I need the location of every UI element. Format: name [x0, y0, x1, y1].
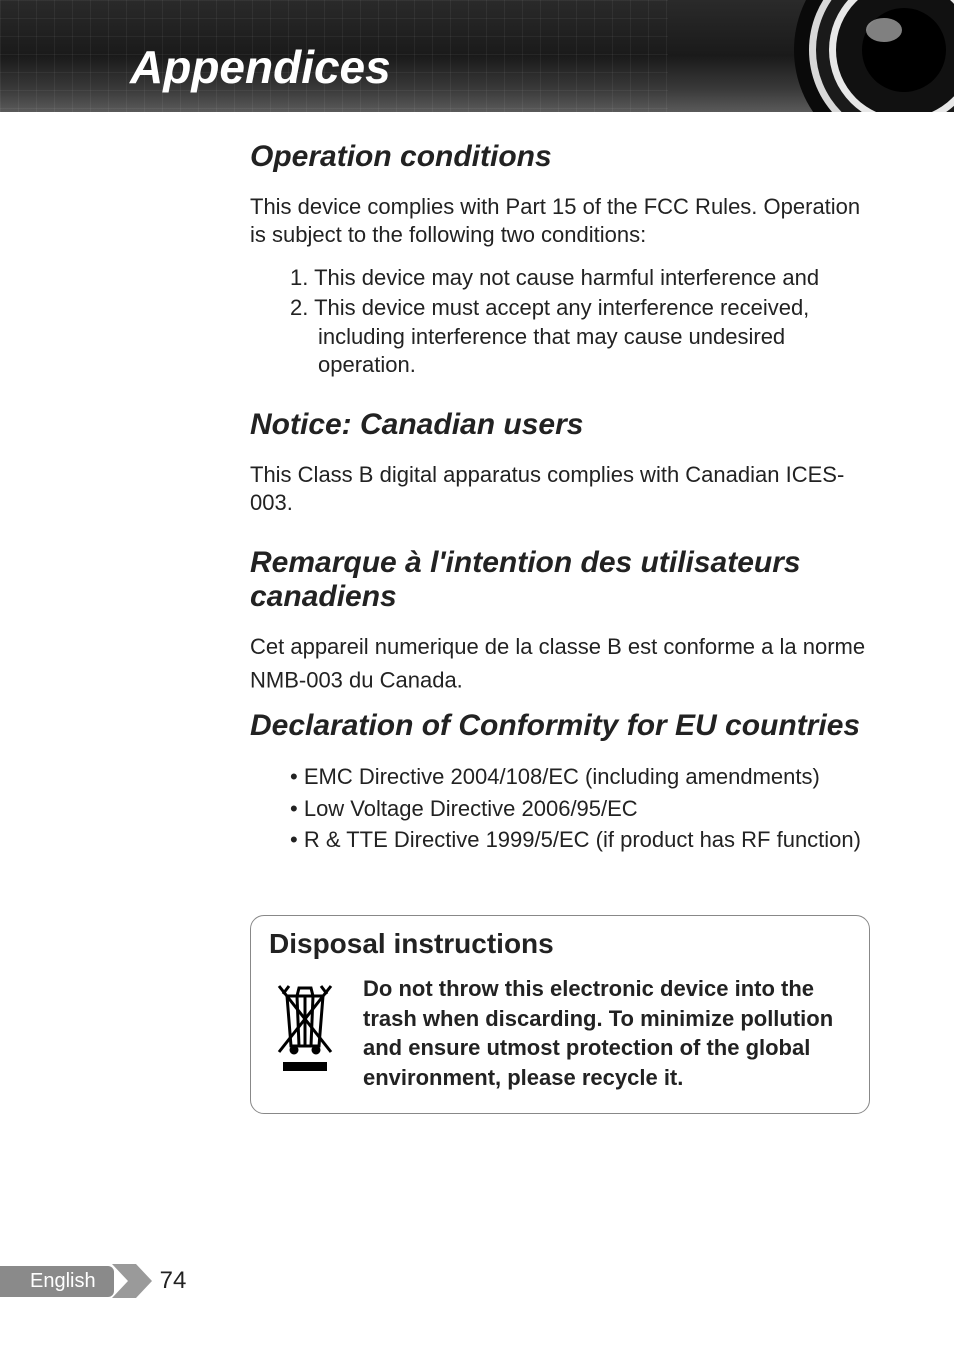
heading-canadian: Notice: Canadian users: [250, 408, 870, 443]
page-title: Appendices: [130, 40, 391, 94]
content-area: Operation conditions This device complie…: [250, 130, 870, 1114]
text-remarque-post: NMB-003 du Canada.: [250, 668, 463, 693]
para-op-cond: This device complies with Part 15 of the…: [250, 193, 870, 250]
text-remarque-pre: Cet appareil numerique de la classe B es…: [250, 634, 865, 659]
footer-chevron-icon: [112, 1264, 154, 1298]
heading-disposal: Disposal instructions: [269, 928, 851, 960]
page-number: 74: [160, 1267, 187, 1295]
list-item: 2. This device must accept any interfere…: [290, 294, 870, 380]
para-canadian: This Class B digital apparatus complies …: [250, 461, 870, 518]
heading-operation-conditions: Operation conditions: [250, 140, 870, 175]
list-item: Low Voltage Directive 2006/95/EC: [290, 794, 870, 824]
heading-eu: Declaration of Conformity for EU countri…: [250, 709, 870, 744]
para-remarque: Cet appareil numerique de la classe B es…: [250, 633, 870, 696]
disposal-text: Do not throw this electronic device into…: [363, 974, 851, 1093]
list-item: EMC Directive 2004/108/EC (including ame…: [290, 762, 870, 792]
disposal-row: Do not throw this electronic device into…: [269, 974, 851, 1093]
footer: English 74: [0, 1264, 186, 1298]
list-item: R & TTE Directive 1999/5/EC (if product …: [290, 825, 870, 855]
disposal-box: Disposal instructions Do not throw thi: [250, 915, 870, 1114]
camera-lens-icon: [774, 0, 954, 112]
list-item: 1. This device may not cause harmful int…: [290, 264, 870, 293]
weee-recycle-icon: [269, 974, 341, 1074]
list-op-cond: 1. This device may not cause harmful int…: [290, 264, 870, 380]
list-eu: EMC Directive 2004/108/EC (including ame…: [290, 762, 870, 855]
header-band: Appendices: [0, 0, 954, 112]
footer-language-tab: English: [0, 1266, 114, 1297]
heading-remarque: Remarque à l'intention des utilisateurs …: [250, 546, 870, 615]
